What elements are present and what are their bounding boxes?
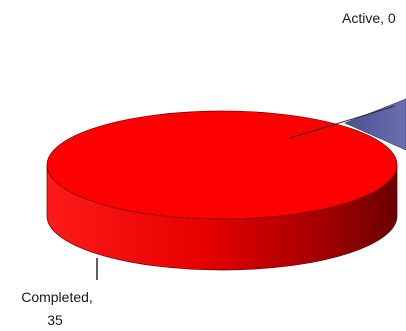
pie-slice-completed [46,110,398,220]
data-label-completed-value: 35 [47,312,63,328]
data-label-active: Active, 0 [342,10,396,26]
leader-line-active [289,105,396,139]
pie-slice-active [344,98,406,151]
data-label-completed-name: Completed, [21,289,93,305]
